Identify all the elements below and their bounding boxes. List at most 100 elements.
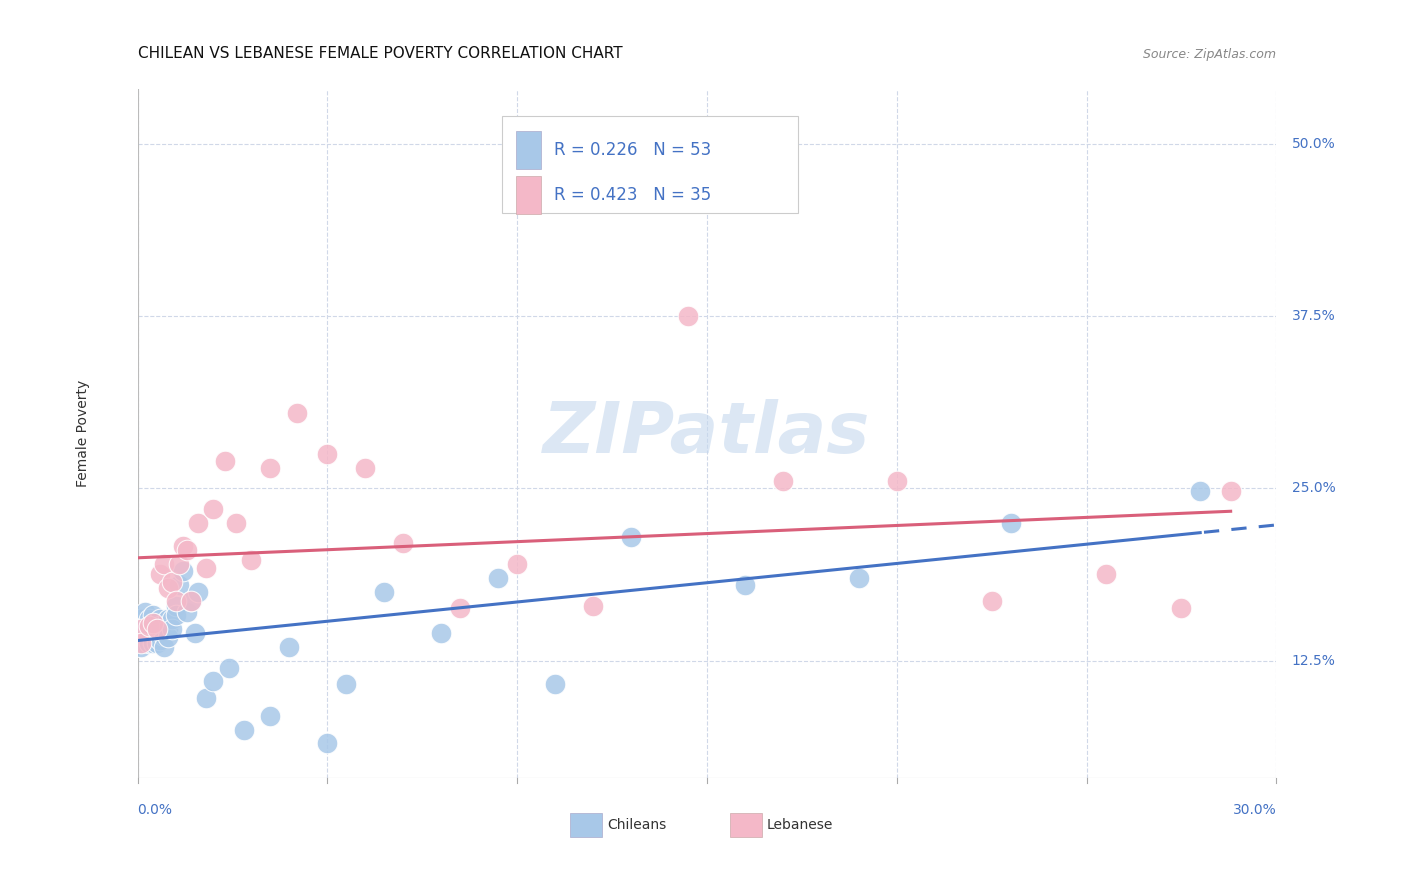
Text: ZIPatlas: ZIPatlas: [543, 399, 870, 467]
Point: [131, 622, 153, 636]
Point: [240, 553, 263, 567]
Point: [1000, 516, 1022, 530]
Point: [1189, 484, 1212, 499]
Point: [194, 690, 217, 705]
Point: [676, 309, 699, 323]
Text: Female Poverty: Female Poverty: [76, 380, 90, 487]
Point: [156, 622, 179, 636]
Point: [149, 619, 172, 633]
Point: [145, 622, 167, 636]
Text: 12.5%: 12.5%: [1292, 654, 1336, 667]
Point: [145, 636, 167, 650]
Bar: [730, 813, 762, 837]
Point: [734, 578, 756, 592]
Point: [160, 612, 183, 626]
Point: [131, 636, 153, 650]
Point: [1219, 484, 1241, 499]
Point: [153, 640, 176, 654]
Point: [980, 594, 1002, 608]
Text: Chileans: Chileans: [607, 818, 666, 832]
Point: [180, 594, 202, 608]
Point: [187, 516, 209, 530]
Text: Source: ZipAtlas.com: Source: ZipAtlas.com: [1143, 48, 1277, 62]
Point: [848, 571, 870, 585]
Point: [149, 612, 172, 626]
Point: [138, 636, 160, 650]
Point: [156, 630, 179, 644]
Point: [131, 612, 153, 626]
Text: 50.0%: 50.0%: [1292, 136, 1336, 151]
Point: [214, 454, 236, 468]
Point: [145, 629, 167, 643]
Point: [165, 608, 187, 623]
Point: [449, 601, 471, 615]
Point: [259, 460, 281, 475]
Point: [138, 630, 160, 644]
Point: [138, 612, 160, 626]
Point: [160, 575, 183, 590]
Point: [176, 543, 198, 558]
Point: [620, 530, 643, 544]
Point: [153, 622, 176, 636]
Point: [131, 640, 153, 654]
Point: [772, 475, 794, 489]
Point: [335, 677, 357, 691]
Point: [142, 636, 165, 650]
Point: [156, 581, 179, 595]
Text: R = 0.226   N = 53: R = 0.226 N = 53: [554, 141, 711, 159]
Point: [138, 622, 160, 636]
Point: [134, 619, 156, 633]
Point: [142, 608, 165, 623]
Bar: [571, 813, 602, 837]
Point: [232, 723, 254, 737]
Point: [165, 594, 187, 608]
Point: [1094, 566, 1116, 581]
Point: [886, 475, 908, 489]
Point: [156, 612, 179, 626]
Point: [172, 539, 194, 553]
Text: 30.0%: 30.0%: [1233, 803, 1277, 816]
Point: [183, 626, 205, 640]
Point: [138, 619, 160, 633]
Point: [194, 561, 217, 575]
Point: [202, 674, 225, 689]
Point: [373, 584, 395, 599]
Point: [486, 571, 509, 585]
Point: [142, 616, 165, 631]
Point: [180, 594, 202, 608]
Point: [285, 406, 308, 420]
Point: [145, 624, 167, 638]
Point: [149, 632, 172, 647]
Point: [225, 516, 247, 530]
Point: [506, 557, 529, 571]
Text: 0.0%: 0.0%: [138, 803, 173, 816]
Point: [582, 599, 605, 613]
Text: 25.0%: 25.0%: [1292, 482, 1336, 495]
Text: Lebanese: Lebanese: [766, 818, 832, 832]
Point: [187, 584, 209, 599]
Point: [131, 626, 153, 640]
Point: [392, 536, 415, 550]
Point: [153, 629, 176, 643]
Point: [172, 564, 194, 578]
Point: [149, 566, 172, 581]
Point: [430, 626, 453, 640]
Point: [1170, 601, 1192, 615]
Point: [316, 447, 339, 461]
Point: [354, 460, 377, 475]
Point: [218, 660, 240, 674]
Bar: [516, 131, 541, 169]
Point: [145, 616, 167, 631]
FancyBboxPatch shape: [502, 116, 799, 212]
Point: [176, 606, 198, 620]
Point: [165, 599, 187, 613]
Point: [153, 557, 176, 571]
Point: [544, 677, 567, 691]
Text: R = 0.423   N = 35: R = 0.423 N = 35: [554, 186, 711, 204]
Point: [169, 557, 191, 571]
Point: [134, 606, 156, 620]
Point: [149, 626, 172, 640]
Point: [278, 640, 301, 654]
Point: [316, 736, 339, 750]
Point: [160, 622, 183, 636]
